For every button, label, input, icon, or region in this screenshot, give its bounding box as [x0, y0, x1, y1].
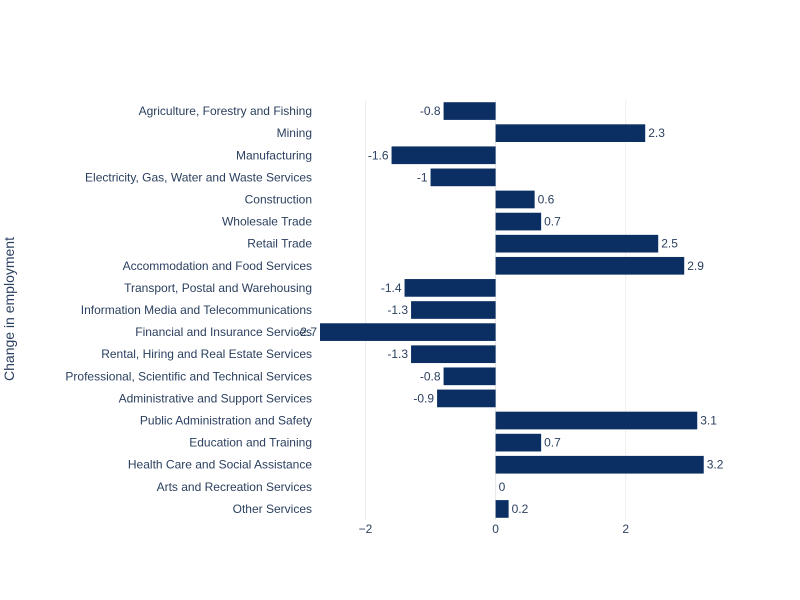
category-label: Health Care and Social Assistance: [128, 458, 312, 472]
category-label: Education and Training: [189, 436, 312, 450]
category-label: Financial and Insurance Services: [135, 325, 312, 339]
data-label: -2.7: [296, 325, 317, 339]
bar: [404, 279, 496, 297]
data-label: 0.7: [544, 215, 561, 229]
category-label: Construction: [245, 192, 312, 206]
bar: [495, 212, 542, 231]
data-label: 2.9: [687, 259, 704, 273]
data-label: -1.4: [381, 281, 402, 295]
data-label: -1.6: [368, 148, 389, 162]
data-label: -1: [417, 170, 428, 184]
data-label: 3.2: [707, 458, 724, 472]
x-tick-label: −2: [359, 522, 373, 536]
bar: [495, 433, 542, 452]
category-label: Other Services: [233, 502, 312, 516]
data-label: 0.7: [544, 436, 561, 450]
data-label: 0: [499, 480, 506, 494]
data-label: -0.9: [413, 391, 434, 405]
category-label: Arts and Recreation Services: [157, 480, 312, 494]
data-labels: -0.8 2.3 -1.6 -1 0.6 0.7 2.5 2.9 -1.4 -1.3 -2.7 -1.…: [296, 104, 723, 516]
bar: [391, 146, 496, 165]
category-label: Manufacturing: [236, 148, 312, 162]
data-label: 0.6: [538, 192, 555, 206]
bar: [495, 411, 698, 430]
data-label: 2.3: [648, 126, 665, 140]
category-label: Wholesale Trade: [222, 215, 312, 229]
category-label: Agriculture, Forestry and Fishing: [139, 104, 312, 118]
category-labels: Agriculture, Forestry and Fishing Mining M…: [65, 104, 312, 516]
bar: [443, 367, 496, 386]
category-label: Transport, Postal and Warehousing: [124, 281, 312, 295]
bar: [495, 256, 685, 275]
data-label: 0.2: [512, 502, 529, 516]
bar: [320, 323, 496, 341]
bar: [430, 168, 496, 187]
x-tick-label: 2: [622, 522, 629, 536]
x-tick-label: 0: [492, 522, 499, 536]
data-label: -1.3: [387, 347, 408, 361]
category-label: Rental, Hiring and Real Estate Services: [101, 347, 312, 361]
bar: [443, 102, 496, 120]
bar: [437, 389, 496, 408]
category-label: Accommodation and Food Services: [123, 259, 312, 273]
category-label: Public Administration and Safety: [140, 414, 312, 428]
category-label: Information Media and Telecommunications: [81, 303, 312, 317]
data-label: -1.3: [387, 303, 408, 317]
category-label: Administrative and Support Services: [119, 391, 312, 405]
bars: [320, 102, 704, 518]
bar: [495, 500, 509, 518]
bar: [495, 455, 704, 474]
category-label: Professional, Scientific and Technical S…: [65, 369, 312, 383]
data-label: -0.8: [420, 369, 441, 383]
bar: [411, 301, 496, 319]
category-label: Electricity, Gas, Water and Waste Servic…: [85, 170, 312, 184]
x-tick-labels: −2 0 2: [359, 522, 630, 536]
category-label: Retail Trade: [247, 237, 312, 251]
data-label: 3.1: [700, 414, 717, 428]
bar: [495, 124, 646, 142]
category-label: Mining: [277, 126, 312, 140]
bar: [495, 234, 659, 253]
y-axis-title: Change in employment: [1, 237, 17, 381]
data-label: -0.8: [420, 104, 441, 118]
data-label: 2.5: [661, 237, 678, 251]
bar: [495, 190, 535, 209]
bar: [411, 345, 496, 364]
